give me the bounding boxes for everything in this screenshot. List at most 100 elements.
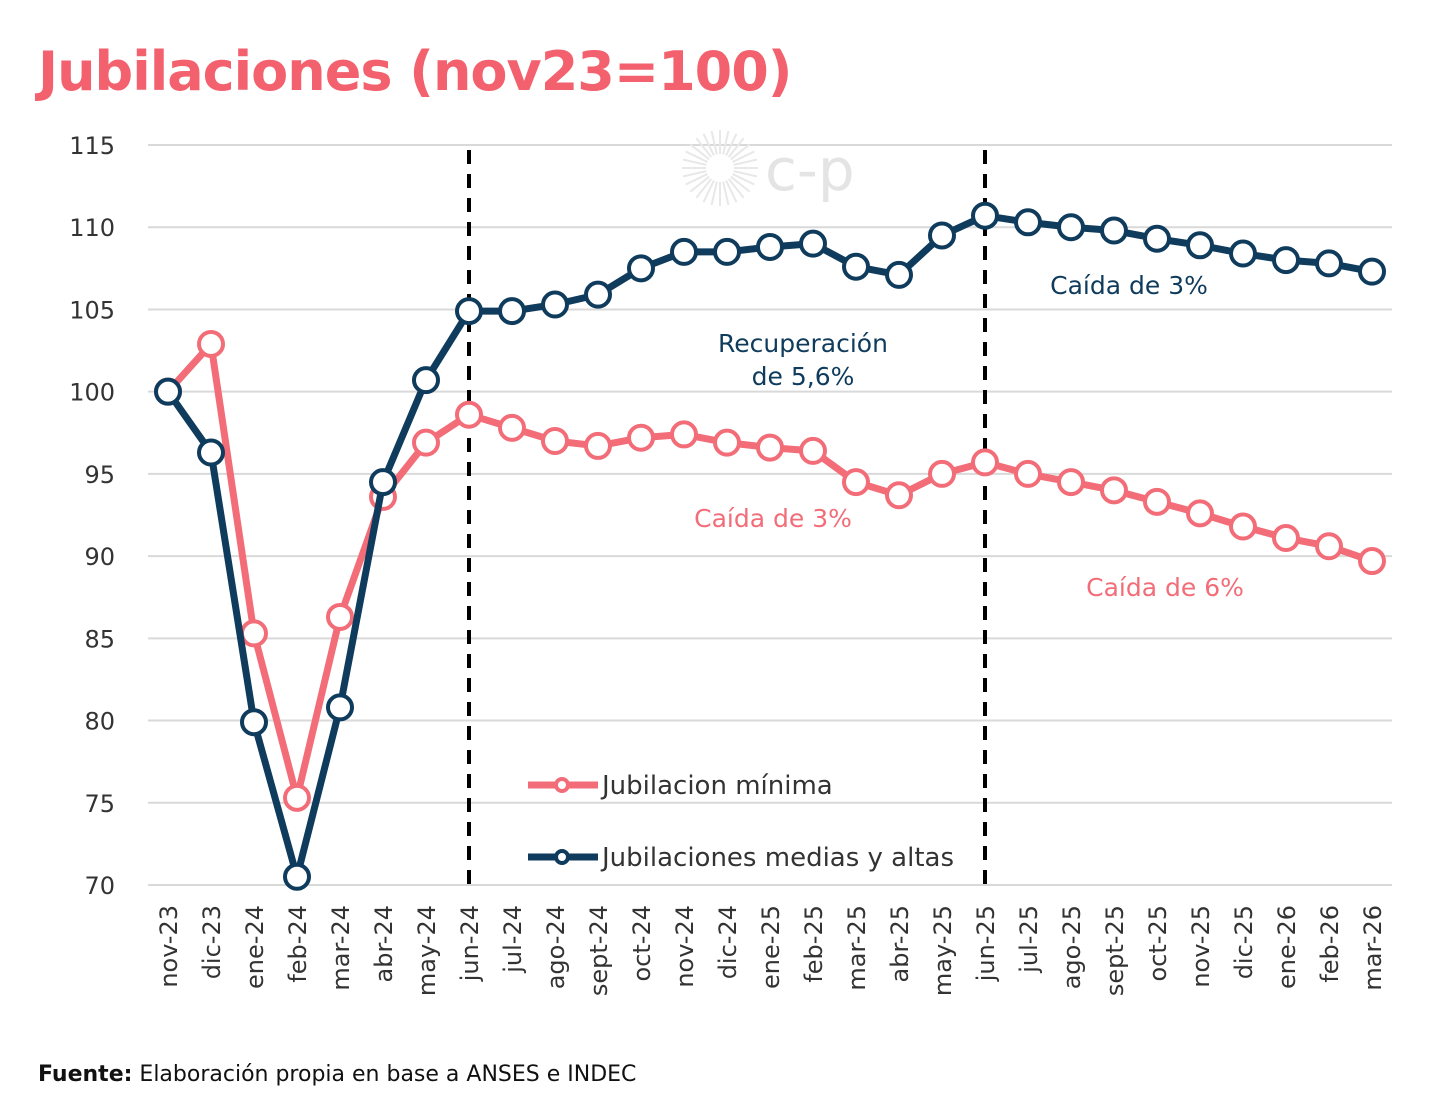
x-tick-label: oct-24 [628, 905, 656, 982]
data-point [412, 428, 440, 457]
data-point [627, 423, 655, 452]
data-point [584, 280, 612, 309]
x-tick-label: feb-25 [800, 905, 828, 983]
x-tick-label: jun-24 [456, 905, 484, 982]
sun-ray [725, 133, 738, 156]
x-tick-label: sept-25 [1101, 905, 1129, 996]
sun-ray [682, 158, 707, 166]
data-point [885, 260, 913, 289]
data-point [1143, 487, 1171, 516]
sun-ray [695, 137, 713, 158]
data-point [1229, 512, 1257, 541]
y-tick-label: 85 [84, 625, 115, 653]
data-point [713, 237, 741, 266]
sun-ray [682, 170, 707, 178]
series-line-minima [165, 340, 1374, 802]
data-point [670, 237, 698, 266]
data-point [584, 431, 612, 460]
data-point [1272, 246, 1300, 275]
x-tick-label: ene-24 [241, 905, 269, 989]
data-point [756, 232, 784, 261]
sun-ray [685, 173, 708, 186]
x-tick-label: nov-25 [1187, 905, 1215, 988]
chart-title: Jubilaciones (nov23=100) [38, 40, 792, 103]
data-point [283, 862, 311, 891]
series-medias [154, 201, 1386, 891]
legend-item-minima: Jubilacion mínima [528, 771, 833, 801]
y-tick-label: 70 [84, 872, 115, 900]
x-tick-label: mar-26 [1359, 905, 1387, 991]
data-point [799, 436, 827, 465]
data-point [1100, 476, 1128, 505]
x-tick-label: jul-25 [1015, 905, 1043, 974]
data-point [240, 708, 268, 737]
data-point [971, 448, 999, 477]
data-point [971, 201, 999, 230]
x-tick-label: dic-24 [714, 905, 742, 979]
sun-ray [702, 133, 715, 156]
data-point [326, 693, 354, 722]
sun-ray [695, 178, 713, 199]
data-point [154, 377, 182, 406]
x-tick-label: mar-25 [843, 905, 871, 991]
x-axis-ticks: nov-23 dic-23 ene-24 feb-24 mar-24 abr-24 may-… [155, 905, 1387, 996]
data-point [1315, 249, 1343, 278]
annotation-caida-minima-1: Caída de 3% [694, 504, 852, 533]
x-tick-label: may-24 [413, 905, 441, 996]
data-point [369, 468, 397, 497]
sun-ray [727, 137, 745, 158]
sun-ray [689, 175, 710, 193]
series-minima [154, 329, 1386, 812]
sun-ray [732, 173, 755, 186]
x-tick-label: jun-25 [972, 905, 1000, 982]
x-tick-label: mar-24 [327, 905, 355, 991]
x-tick-label: dic-23 [198, 905, 226, 979]
data-point [240, 619, 268, 648]
data-point [756, 433, 784, 462]
x-tick-label: nov-24 [671, 905, 699, 988]
sun-ray [730, 143, 751, 161]
sun-ray [685, 150, 708, 163]
period-markers [467, 150, 987, 885]
x-tick-label: nov-23 [155, 905, 183, 988]
x-tick-label: ago-24 [542, 905, 570, 989]
line-chart: 70 75 80 85 90 95 100 105 110 115 nov-23 dic-23 ene… [69, 130, 1392, 996]
legend-marker-medias [554, 849, 570, 865]
source-label: Fuente: [38, 1062, 133, 1087]
sun-ray [722, 181, 730, 206]
x-tick-label: sept-24 [585, 905, 613, 996]
sun-ray [710, 181, 718, 206]
x-tick-label: feb-26 [1316, 905, 1344, 983]
sun-ray [727, 178, 745, 199]
data-point [197, 438, 225, 467]
y-axis-ticks: 70 75 80 85 90 95 100 105 110 115 [69, 132, 115, 900]
x-tick-label: ago-25 [1058, 905, 1086, 989]
data-point [455, 400, 483, 429]
sun-icon [682, 130, 758, 206]
data-point [627, 254, 655, 283]
x-tick-label: jul-24 [499, 905, 527, 974]
data-point [928, 221, 956, 250]
sun-ray [689, 143, 710, 161]
data-point [1057, 213, 1085, 242]
y-tick-label: 90 [84, 543, 115, 571]
data-point [1100, 216, 1128, 245]
legend-marker-minima [554, 777, 570, 793]
x-tick-label: feb-24 [284, 905, 312, 983]
y-tick-label: 105 [69, 296, 115, 324]
x-tick-label: abr-24 [370, 905, 398, 982]
data-point [1272, 524, 1300, 553]
y-tick-label: 110 [69, 214, 115, 242]
x-tick-label: dic-25 [1230, 905, 1258, 979]
watermark-logo: c-p [682, 130, 855, 206]
data-point [1186, 231, 1214, 260]
grid-lines [148, 144, 1392, 886]
data-point [498, 297, 526, 326]
data-point [842, 252, 870, 281]
y-tick-label: 95 [84, 461, 115, 489]
x-tick-label: oct-25 [1144, 905, 1172, 982]
sun-ray [725, 180, 738, 203]
data-point [928, 459, 956, 488]
data-point [541, 290, 569, 319]
data-point [541, 427, 569, 455]
